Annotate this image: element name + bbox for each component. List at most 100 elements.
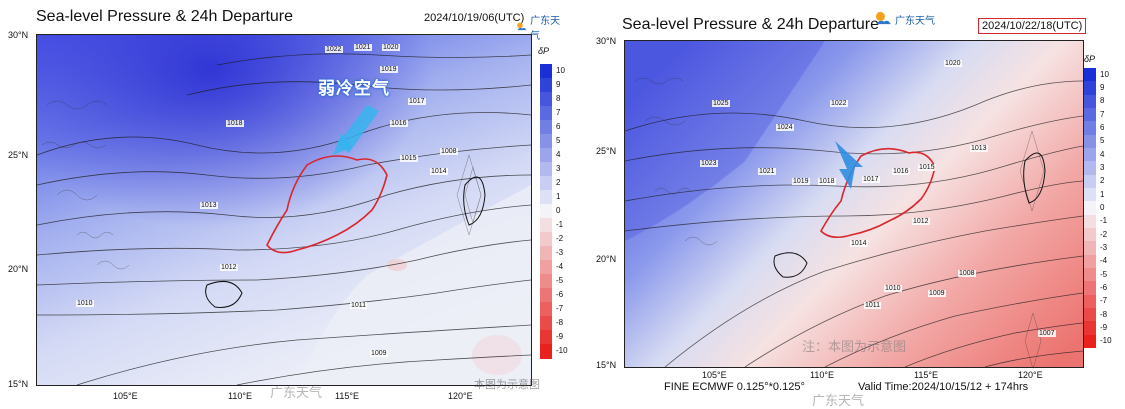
lon-label: 120°E (448, 391, 473, 401)
sun-cloud-logo-icon (517, 22, 527, 31)
colorbar-tick-label: -5 (1100, 269, 1108, 279)
lat-label: 30°N (8, 30, 29, 40)
colorbar-tick-label: -3 (556, 248, 564, 257)
lat-label: 30°N (596, 36, 617, 46)
lat-label: 25°N (596, 146, 617, 156)
right-pressure-map (624, 40, 1084, 368)
isobar-label: 1021 (758, 168, 776, 175)
colorbar-tick-label: -3 (1100, 243, 1108, 252)
isobar-label: 1012 (912, 218, 930, 225)
isobar-label: 1010 (76, 300, 94, 307)
colorbar-tick-label: 2 (1100, 176, 1105, 186)
colorbar-tick-label: -4 (556, 262, 564, 271)
colorbar-segment (540, 218, 552, 233)
lon-label: 110°E (228, 391, 252, 401)
isobar-label: 1010 (884, 285, 902, 292)
colorbar-segment (1084, 254, 1096, 269)
colorbar-tick-label: 9 (556, 80, 561, 89)
colorbar-tick-label: 4 (1100, 149, 1105, 159)
colorbar-tick-label: 5 (1100, 136, 1105, 146)
colorbar-segment (1084, 241, 1096, 256)
isobar-label: 1009 (928, 290, 946, 297)
isobar-label: 1018 (226, 120, 244, 127)
sun-cloud-logo-icon (875, 11, 891, 25)
colorbar-title: δP (538, 46, 550, 56)
colorbar-tick-label: 8 (556, 94, 561, 103)
lat-label: 15°N (8, 379, 29, 389)
isobar-label: 1019 (792, 178, 810, 185)
colorbar-title: δP (1084, 54, 1096, 64)
isobar-label: 1016 (390, 120, 408, 127)
colorbar-segment (540, 232, 552, 247)
model-footer: FINE ECMWF 0.125°*0.125° (664, 381, 805, 393)
colorbar-segment (540, 190, 552, 205)
colorbar-segment (540, 120, 552, 135)
colorbar-segment (1084, 188, 1096, 202)
isobar-label: 1023 (700, 160, 718, 167)
colorbar-tick-label: 8 (1100, 96, 1105, 106)
colorbar-tick-label: 2 (556, 178, 561, 187)
lat-label: 20°N (596, 254, 617, 264)
cold-air-annotation: 弱冷空气 (318, 79, 390, 98)
colorbar-segment (540, 274, 552, 289)
colorbar-tick-label: -2 (556, 234, 564, 243)
colorbar-segment (540, 316, 552, 331)
colorbar-segment (1084, 174, 1096, 189)
isobar-label: 1013 (200, 202, 218, 209)
left-map-panel: Sea-level Pressure & 24h Departure 2024/… (0, 0, 568, 408)
weibo-watermark: 广东天气 (270, 385, 323, 400)
lat-label: 15°N (596, 360, 617, 370)
colorbar-tick-label: -7 (556, 304, 564, 313)
disclaimer-watermark: 注：本图为示意图 (802, 339, 907, 354)
left-map-title: Sea-level Pressure & 24h Departure (36, 8, 294, 25)
colorbar-tick-label: 7 (1100, 109, 1105, 119)
isobar-label: 1020 (382, 44, 400, 51)
lon-label: 110°E (810, 370, 834, 380)
isobar-label: 1024 (776, 124, 794, 131)
right-map-panel: Sea-level Pressure & 24h Departure 广东天气 … (562, 0, 1125, 408)
isobar-label: 1013 (970, 145, 988, 152)
pressure-departure-colorbar (1084, 68, 1096, 349)
isobar-label: 1014 (430, 168, 448, 175)
colorbar-segment (1084, 108, 1096, 122)
colorbar-tick-label: -8 (1100, 309, 1108, 319)
isobar-label: 1022 (830, 100, 848, 107)
pressure-departure-colorbar (540, 64, 552, 359)
colorbar-segment (540, 78, 552, 93)
lon-label: 115°E (914, 370, 938, 380)
lon-label: 105°E (113, 391, 138, 401)
colorbar-segment (1084, 228, 1096, 242)
isobar-label: 1007 (1038, 330, 1056, 337)
colorbar-tick-label: -7 (1100, 296, 1108, 306)
isobar-label: 1017 (408, 98, 426, 105)
isobar-label: 1019 (380, 66, 398, 73)
isobar-label: 1009 (370, 350, 388, 357)
colorbar-segment (540, 288, 552, 303)
isobar-label: 1008 (440, 148, 458, 155)
isobar-label: 1016 (892, 168, 910, 175)
weibo-watermark: 广东天气 (812, 393, 865, 408)
colorbar-tick-label: -9 (556, 332, 564, 341)
isobar-label: 1012 (220, 264, 238, 271)
colorbar-segment (540, 176, 552, 191)
colorbar-tick-label: -5 (556, 276, 564, 285)
left-map-timestamp: 2024/10/19/06(UTC) (424, 12, 525, 24)
colorbar-segment (540, 246, 552, 261)
colorbar-segment (540, 64, 552, 79)
right-logo: 广东天气 (874, 10, 935, 28)
colorbar-tick-label: -10 (556, 346, 568, 355)
colorbar-tick-label: 3 (1100, 163, 1105, 172)
disclaimer-watermark: 本图为示意图 (474, 379, 540, 391)
colorbar-tick-label: 3 (556, 164, 561, 173)
isobar-label: 1018 (818, 178, 836, 185)
colorbar-tick-label: -6 (556, 290, 564, 299)
colorbar-tick-label: 9 (1100, 83, 1105, 92)
isobar-label: 1020 (944, 60, 962, 67)
colorbar-tick-label: 5 (556, 136, 561, 145)
colorbar-segment (540, 162, 552, 177)
colorbar-segment (1084, 94, 1096, 109)
colorbar-tick-label: 6 (556, 122, 561, 131)
colorbar-tick-label: -10 (1100, 336, 1112, 346)
colorbar-segment (1084, 68, 1096, 82)
colorbar-segment (540, 204, 552, 219)
